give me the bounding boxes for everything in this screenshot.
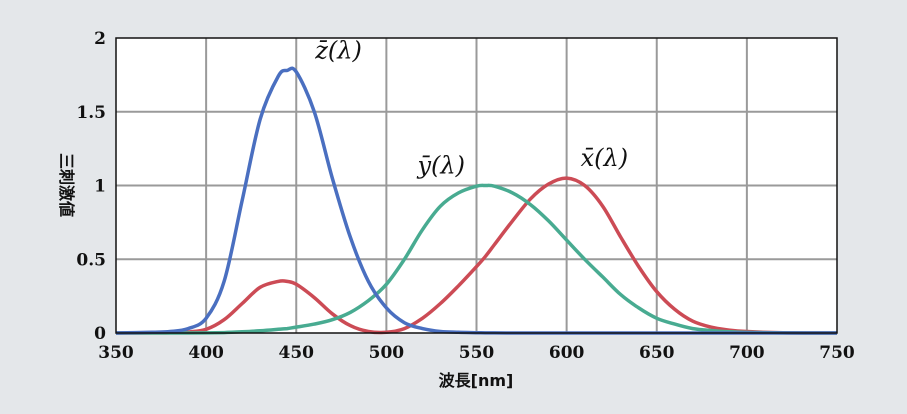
x-tick-label-6: 650: [639, 343, 675, 363]
label-x-bar: x̄(λ): [581, 144, 628, 172]
curve-x-bar: [115, 176, 838, 335]
curve-labels: x̄(λ) ȳ(λ) z̄(λ): [314, 36, 628, 179]
x-tick-label-0: 350: [98, 343, 134, 363]
y-axis-title: 三刺激値: [57, 153, 76, 217]
x-tick-label-5: 600: [549, 343, 585, 363]
x-axis-title: 波長[nm]: [439, 371, 514, 390]
x-tick-label-1: 400: [188, 343, 224, 363]
y-tick-label-3: 1.5: [76, 103, 106, 123]
curve-y-bar: [115, 183, 838, 335]
y-tick-labels: 0 0.5 1 1.5 2: [76, 29, 106, 344]
label-y-bar: ȳ(λ): [417, 152, 466, 180]
x-tick-label-2: 450: [279, 343, 315, 363]
x-tick-label-4: 550: [459, 343, 495, 363]
x-tick-label-3: 500: [369, 343, 405, 363]
y-tick-label-4: 2: [94, 29, 106, 49]
plot-frame: [115, 37, 838, 334]
grid-lines: [116, 38, 837, 333]
y-tick-label-1: 0.5: [76, 250, 106, 270]
x-tick-label-8: 750: [819, 343, 855, 363]
y-tick-label-0: 0: [94, 324, 106, 344]
x-tick-labels: 350 400 450 500 550 600 650 700 750: [98, 343, 855, 363]
y-tick-label-2: 1: [94, 177, 106, 197]
x-tick-label-7: 700: [729, 343, 765, 363]
label-z-bar: z̄(λ): [314, 36, 362, 64]
